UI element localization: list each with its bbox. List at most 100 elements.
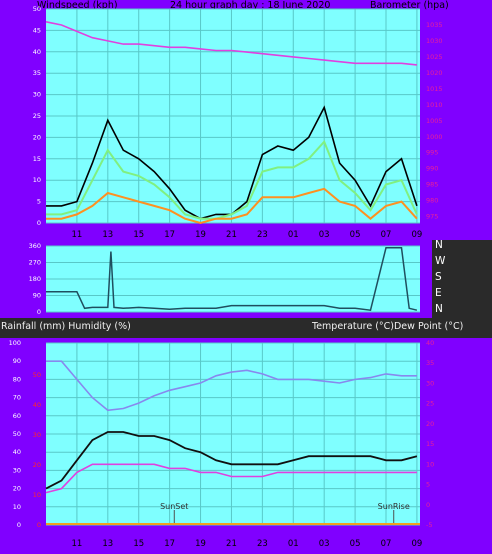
barometer-axis-label: Barometer (hpa) bbox=[370, 0, 449, 11]
temp-y-tick: -5 bbox=[426, 521, 432, 529]
direction-panel: 0 90 180 270 360 bbox=[0, 240, 432, 318]
x-tick-label: 15 bbox=[133, 539, 144, 549]
direction-series bbox=[46, 247, 418, 312]
x-tick-label: 17 bbox=[164, 230, 175, 240]
x-tick-label: 13 bbox=[102, 539, 113, 549]
temp-y-tick: 15 bbox=[426, 440, 434, 448]
x-tick-label: 19 bbox=[195, 539, 206, 549]
humidity-y-tick: 10 bbox=[13, 503, 21, 511]
x-tick-label: 21 bbox=[226, 230, 237, 240]
rain-y-tick: 30 bbox=[33, 431, 41, 439]
x-tick-label: 23 bbox=[257, 230, 268, 240]
direction-y-tick: 0 bbox=[37, 308, 41, 316]
x-tick-label: 01 bbox=[288, 539, 299, 549]
direction-y-tick: 360 bbox=[29, 242, 41, 250]
wind-y-tick: 0 bbox=[37, 219, 41, 227]
temp-y-tick: 20 bbox=[426, 420, 434, 428]
baro-y-tick: 1035 bbox=[426, 21, 443, 29]
compass-n-bottom: N bbox=[435, 303, 443, 315]
baro-y-tick: 1020 bbox=[426, 69, 443, 77]
wind-y-tick: 15 bbox=[33, 155, 41, 163]
x-tick-label: 19 bbox=[195, 230, 206, 240]
temp-y-tick: 25 bbox=[426, 400, 434, 408]
rain-y-tick: 20 bbox=[33, 461, 41, 469]
temp-y-tick: 40 bbox=[426, 339, 434, 347]
compass-column: N W S E N bbox=[432, 239, 492, 318]
x-tick-label: 09 bbox=[411, 230, 422, 240]
wind-y-tick: 50 bbox=[33, 5, 41, 13]
x-tick-label: 09 bbox=[411, 539, 422, 549]
wind-y-tick: 20 bbox=[33, 133, 41, 141]
humidity-y-tick: 50 bbox=[13, 430, 21, 438]
rain-y-tick: 10 bbox=[33, 491, 41, 499]
wind-y-tick: 25 bbox=[33, 112, 41, 120]
compass-s: S bbox=[435, 271, 442, 283]
wind-panel: Windspeed (kph) 24 hour graph day : 18 J… bbox=[0, 0, 492, 240]
baro-y-tick: 1005 bbox=[426, 117, 443, 125]
x-tick-label: 05 bbox=[350, 539, 361, 549]
wind-low-series bbox=[46, 187, 418, 225]
x-tick-label: 01 bbox=[288, 230, 299, 240]
temp-dewpoint-label: Temperature (°C)Dew Point (°C) bbox=[312, 321, 464, 332]
annotation-label: SunRise bbox=[378, 502, 410, 511]
x-tick-label: 07 bbox=[381, 230, 392, 240]
baro-y-tick: 975 bbox=[426, 213, 438, 221]
wind-y-tick: 30 bbox=[33, 91, 41, 99]
wind-axis-label: Windspeed (kph) bbox=[37, 0, 118, 11]
rain-y-tick: 50 bbox=[33, 371, 41, 379]
humidity-y-tick: 80 bbox=[13, 375, 21, 383]
humidity-y-tick: 20 bbox=[13, 485, 21, 493]
temp-y-tick: 30 bbox=[426, 379, 434, 387]
wind-avg-series bbox=[46, 139, 418, 220]
baro-y-tick: 985 bbox=[426, 181, 438, 189]
x-tick-label: 03 bbox=[319, 230, 330, 240]
baro-y-tick: 995 bbox=[426, 149, 438, 157]
humidity-series bbox=[46, 360, 417, 412]
x-tick-label: 23 bbox=[257, 539, 268, 549]
humidity-y-tick: 30 bbox=[13, 466, 21, 474]
wind-y-tick: 10 bbox=[33, 176, 41, 184]
baro-y-tick: 990 bbox=[426, 165, 438, 173]
humidity-y-tick: 70 bbox=[13, 394, 21, 402]
x-tick-label: 11 bbox=[71, 539, 82, 549]
direction-chart: 0 90 180 270 360 bbox=[29, 242, 420, 316]
baro-y-tick: 1025 bbox=[426, 53, 443, 61]
temperature-chart: 010203040506070809010001020304050-505101… bbox=[9, 339, 435, 549]
wind-chart: 0510152025303540455097598098599099510001… bbox=[33, 5, 443, 240]
x-tick-label: 11 bbox=[71, 230, 82, 240]
wind-y-tick: 45 bbox=[33, 26, 41, 34]
temperature-panel: 0 10 20 30 40 50 60 70 80 90 100 0 10 20 30 40 50 -5 0 5 10 1… bbox=[0, 338, 492, 554]
humidity-y-tick: 60 bbox=[13, 412, 21, 420]
x-tick-label: 05 bbox=[350, 230, 361, 240]
wind-y-tick: 35 bbox=[33, 69, 41, 77]
annotation-label: SunSet bbox=[160, 502, 188, 511]
humidity-y-tick: 90 bbox=[13, 357, 21, 365]
compass-n-top: N bbox=[435, 239, 443, 251]
direction-y-tick: 180 bbox=[29, 275, 41, 283]
rain-y-tick: 40 bbox=[33, 401, 41, 409]
baro-y-tick: 980 bbox=[426, 197, 438, 205]
direction-y-tick: 90 bbox=[33, 292, 41, 300]
x-tick-label: 07 bbox=[381, 539, 392, 549]
dewpoint-series bbox=[45, 463, 417, 494]
x-tick-label: 17 bbox=[164, 539, 175, 549]
rain-y-tick: 0 bbox=[37, 521, 41, 529]
humidity-y-tick: 100 bbox=[9, 339, 21, 347]
graph-title: 24 hour graph day : 18 June 2020 bbox=[170, 0, 331, 11]
baro-y-tick: 1015 bbox=[426, 85, 443, 93]
middle-header: Rainfall (mm) Humidity (%) Temperature (… bbox=[0, 318, 492, 338]
x-tick-label: 21 bbox=[226, 539, 237, 549]
direction-y-tick: 270 bbox=[29, 259, 41, 267]
baro-y-tick: 1010 bbox=[426, 101, 443, 109]
temperature-series bbox=[45, 431, 418, 490]
compass-e: E bbox=[435, 287, 442, 299]
baro-y-tick: 1030 bbox=[426, 37, 443, 45]
wind-y-tick: 5 bbox=[37, 198, 41, 206]
humidity-y-tick: 40 bbox=[13, 448, 21, 456]
x-tick-label: 03 bbox=[319, 539, 330, 549]
compass-w: W bbox=[435, 255, 446, 267]
rain-humidity-label: Rainfall (mm) Humidity (%) bbox=[1, 321, 131, 332]
humidity-y-tick: 0 bbox=[17, 521, 21, 529]
wind-y-tick: 40 bbox=[33, 48, 41, 56]
temp-y-tick: 0 bbox=[426, 501, 430, 509]
